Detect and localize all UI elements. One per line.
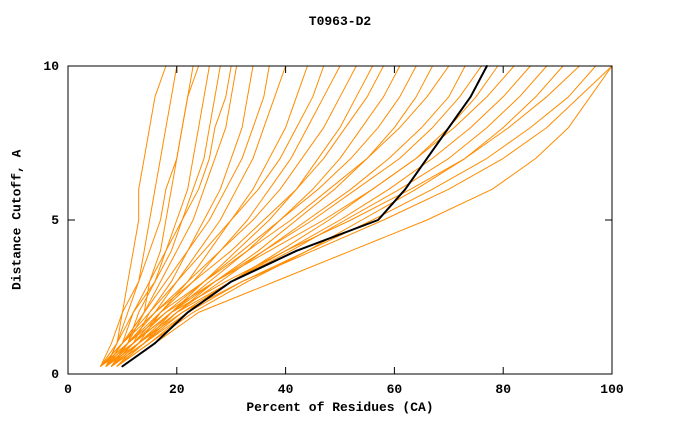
x-tick-label: 0 [64,382,72,397]
series-model-24 [116,65,499,367]
chart-title: T0963-D2 [308,14,372,29]
series-model-04 [105,65,200,367]
y-tick-label: 0 [51,367,59,382]
series-model-19 [105,65,417,367]
series-model-02 [100,65,178,367]
series-model-01 [105,65,167,367]
series-model-17 [100,65,384,367]
x-tick-label: 80 [495,382,511,397]
series-highlighted-model [121,65,488,368]
series-model-15 [105,65,357,367]
x-axis-label: Percent of Residues (CA) [246,400,434,415]
series-model-27 [105,65,548,367]
series-model-20 [116,65,433,367]
x-tick-label: 40 [278,382,294,397]
series-model-22 [111,65,466,367]
series-model-28 [116,65,564,367]
series-model-10 [100,65,270,367]
series-model-29 [100,65,580,367]
series-model-21 [100,65,450,367]
series-model-09 [111,65,254,367]
x-tick-label: 60 [387,382,403,397]
x-tick-label: 100 [600,382,624,397]
series-model-25 [100,65,515,367]
series-model-26 [111,65,531,367]
series-model-16 [116,65,374,367]
series-model-14 [111,65,341,367]
series-model-32 [121,65,613,367]
series-model-05 [111,65,210,367]
y-tick-label: 5 [51,213,59,228]
series-model-13 [100,65,325,367]
series-model-07 [111,65,232,367]
series-model-31 [105,65,613,367]
series-model-30 [111,65,597,367]
y-tick-label: 10 [43,59,59,74]
x-tick-label: 20 [169,382,185,397]
